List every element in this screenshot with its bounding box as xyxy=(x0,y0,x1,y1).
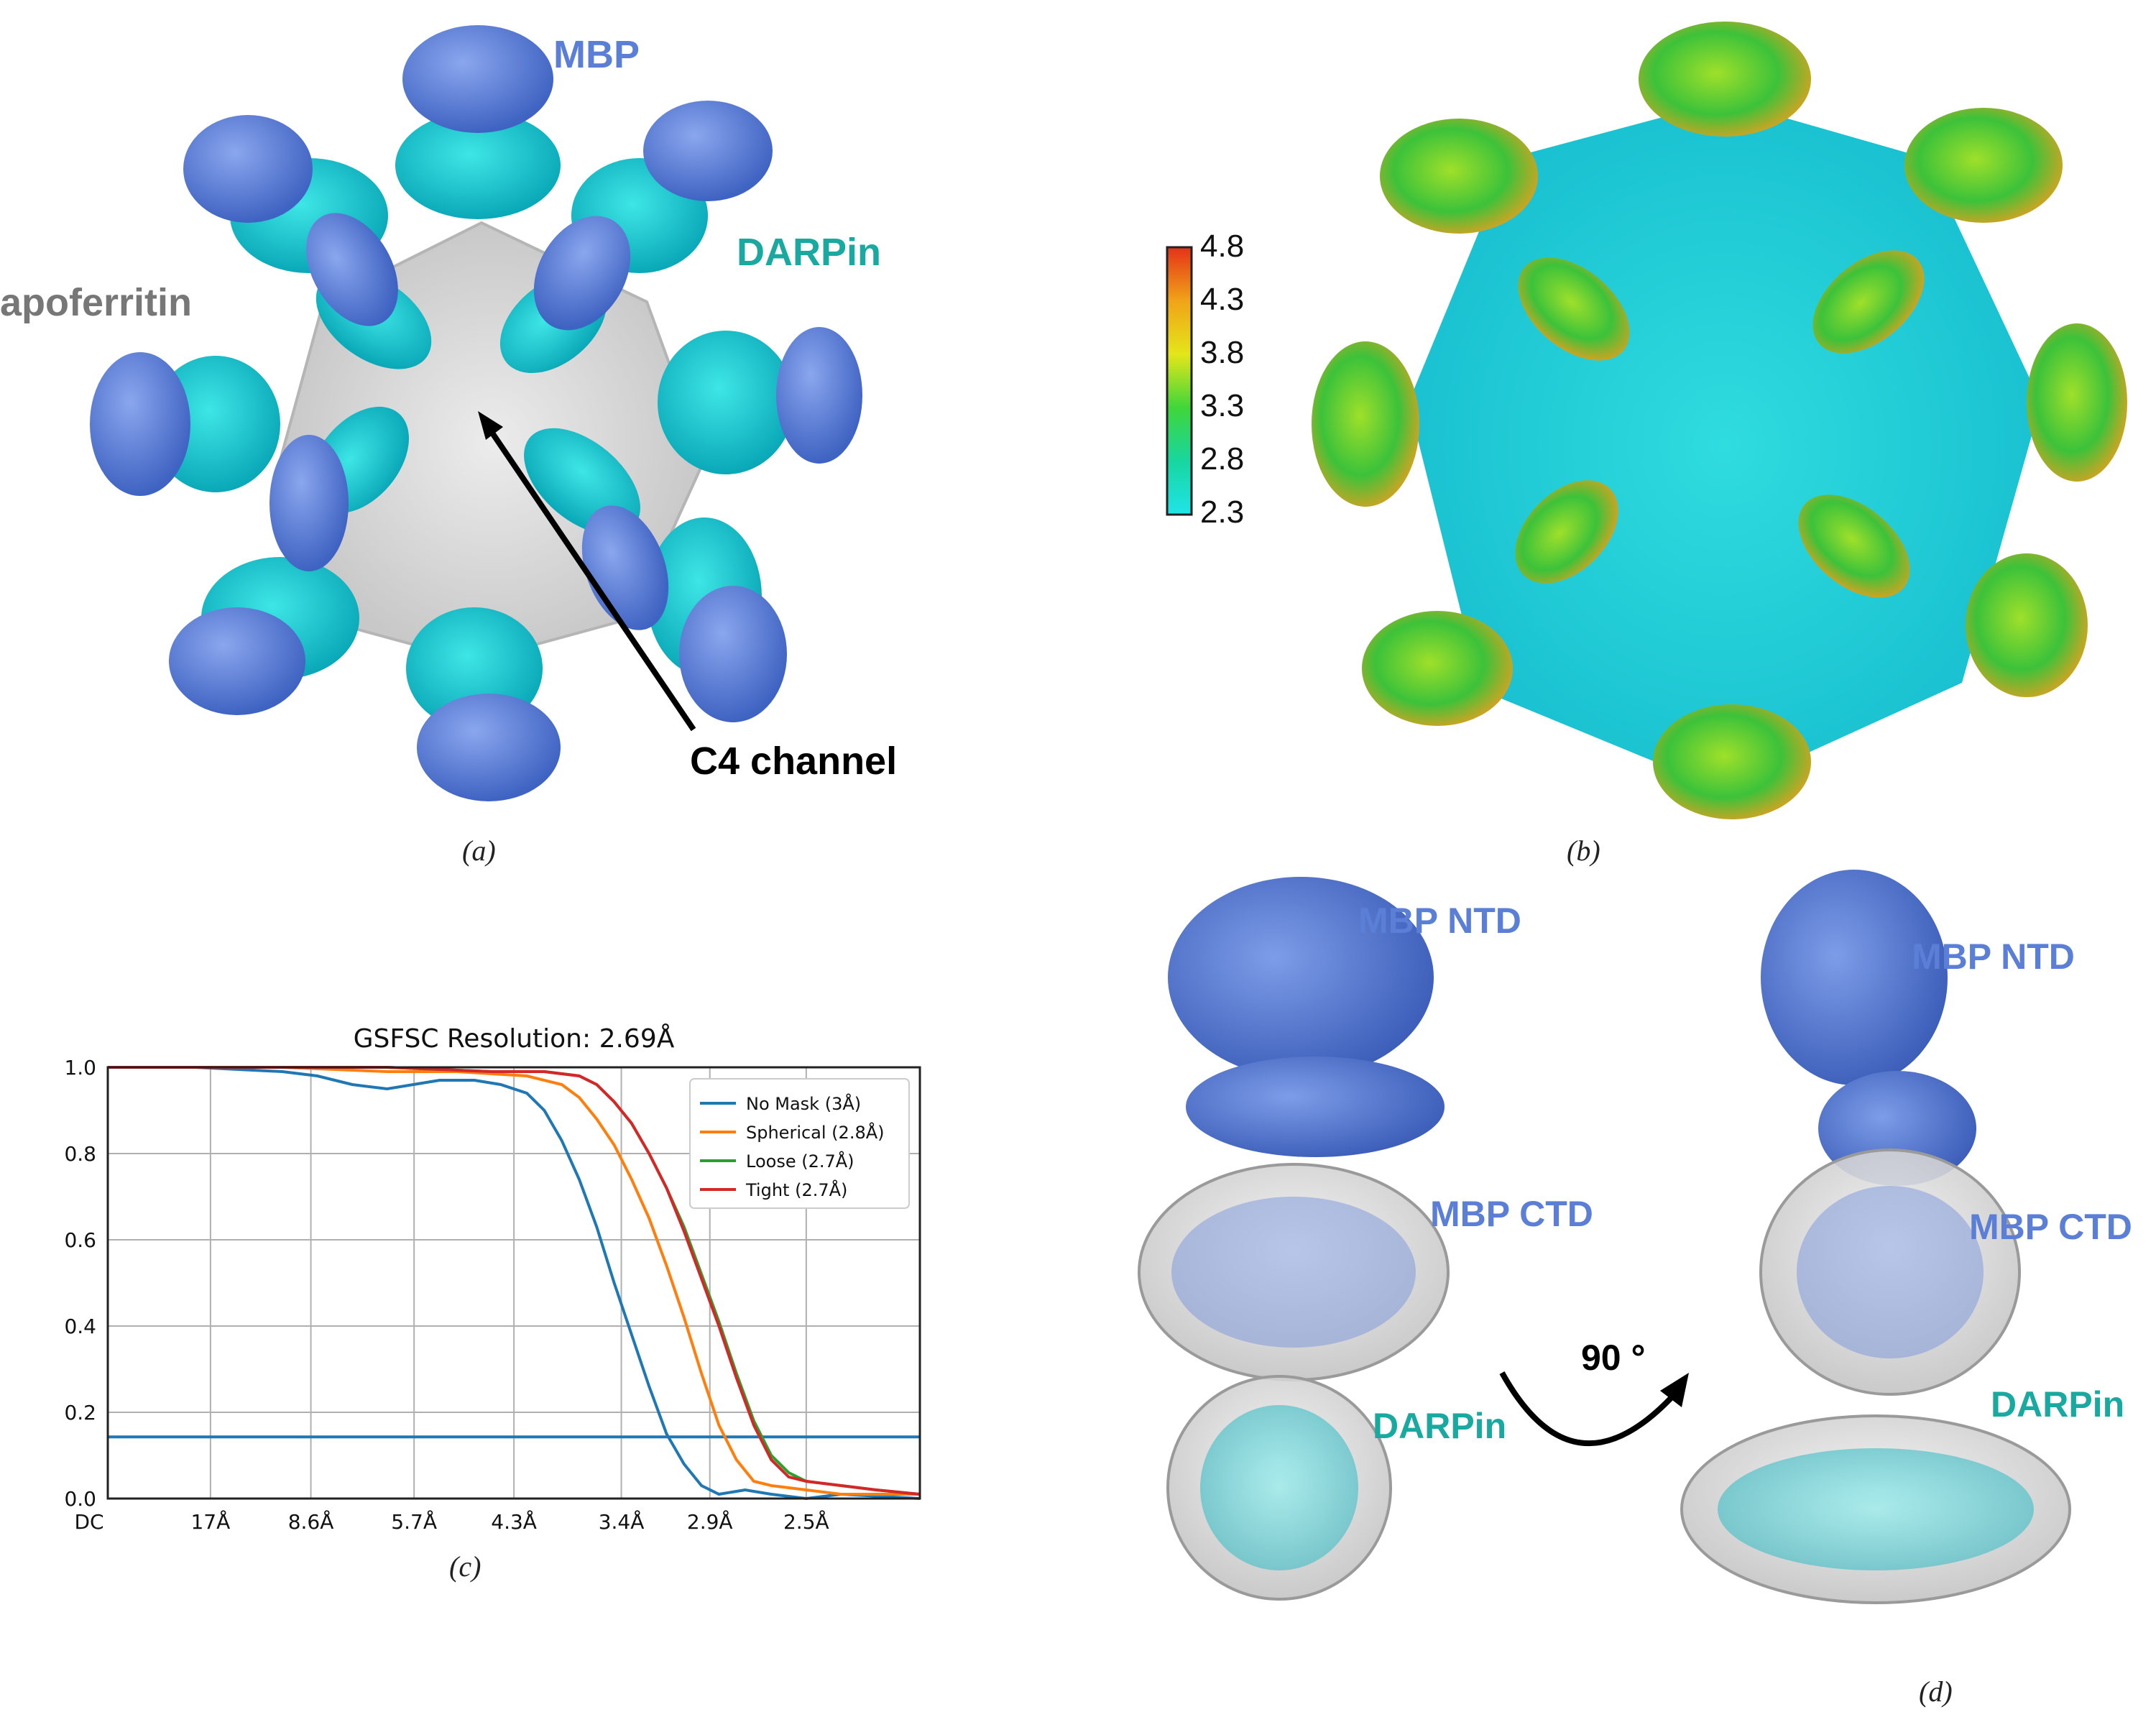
x-tick-label: 17Å xyxy=(190,1509,230,1534)
mbp-blobs xyxy=(90,25,862,801)
y-tick-label: 0.6 xyxy=(64,1228,96,1252)
y-tick-label: 0.2 xyxy=(64,1401,96,1425)
x-tick-label: 2.5Å xyxy=(783,1509,829,1534)
fsc-series-line xyxy=(108,1066,921,1496)
fsc-chart: GSFSC Resolution: 2.69Å DC 17Å 8.6Å 5.7Å 4.3Å… xyxy=(64,1023,921,1534)
panel-d-structures xyxy=(1138,870,2071,1604)
c4-channel-label: C4 channel xyxy=(690,740,898,783)
panel-c: GSFSC Resolution: 2.69Å DC 17Å 8.6Å 5.7Å 4.3Å… xyxy=(0,906,1021,1653)
panel-a: MBP DARPin apoferritin C4 channel (a) xyxy=(0,0,949,867)
apoferritin-label: apoferritin xyxy=(0,281,193,324)
colorbar-ticks: 4.8 4.3 3.8 3.3 2.8 2.3 xyxy=(1200,229,1244,530)
legend-box xyxy=(689,1078,910,1209)
y-tick-label: 0.8 xyxy=(64,1142,96,1166)
panel-d-caption: (d) xyxy=(1919,1675,1953,1708)
mbp-ctd-left-label: MBP CTD xyxy=(1430,1194,1593,1234)
chart-title: GSFSC Resolution: 2.69Å xyxy=(354,1023,675,1054)
peripheral-domains xyxy=(1312,22,2127,819)
panel-b: 4.8 4.3 3.8 3.3 2.8 2.3 xyxy=(1135,0,2156,884)
panel-b-caption: (b) xyxy=(1567,834,1600,867)
y-tick-label: 0.0 xyxy=(64,1487,96,1511)
colorbar-tick: 4.3 xyxy=(1200,282,1245,317)
mbp-label: MBP xyxy=(553,33,640,76)
panel-c-caption: (c) xyxy=(449,1550,482,1583)
x-tick-label: 4.3Å xyxy=(491,1509,537,1534)
rotation-arrow xyxy=(1499,1371,1689,1447)
fsc-series-line xyxy=(108,1066,920,1496)
darpin-right-label: DARPin xyxy=(1991,1384,2125,1425)
colorbar-tick: 2.8 xyxy=(1200,441,1245,477)
panel-b-local-resolution-map xyxy=(1312,22,2127,819)
right-molecule xyxy=(1680,870,2071,1604)
c4-arrow xyxy=(478,411,696,732)
darpin-left-label: DARPin xyxy=(1373,1406,1507,1446)
legend-entry: Spherical (2.8Å) xyxy=(746,1122,885,1143)
panel-d: MBP NTD MBP CTD DARPin MBP NTD MBP CTD D… xyxy=(1056,870,2156,1708)
colorbar-tick: 3.8 xyxy=(1200,335,1245,370)
fsc-series-line xyxy=(108,1066,921,1501)
colorbar-tick: 2.3 xyxy=(1200,494,1245,530)
y-tick-label: 0.4 xyxy=(64,1315,96,1338)
x-tick-label: 2.9Å xyxy=(687,1509,733,1534)
left-molecule xyxy=(1138,877,1450,1601)
mbp-ctd-right-label: MBP CTD xyxy=(1969,1207,2132,1247)
x-tick-label: DC xyxy=(74,1510,103,1534)
legend-entry: Tight (2.7Å) xyxy=(745,1179,847,1200)
x-tick-label: 8.6Å xyxy=(288,1509,334,1534)
colorbar-tick: 3.3 xyxy=(1200,388,1245,423)
legend-entry: No Mask (3Å) xyxy=(746,1093,861,1114)
darpin-label: DARPin xyxy=(737,231,881,274)
mbp-ntd-left-label: MBP NTD xyxy=(1358,901,1521,941)
x-tick-label: 5.7Å xyxy=(391,1509,437,1534)
panel-a-caption: (a) xyxy=(462,834,496,867)
y-tick-label: 1.0 xyxy=(64,1056,96,1080)
legend-entry: Loose (2.7Å) xyxy=(746,1151,854,1172)
panel-a-density-map xyxy=(90,25,862,801)
rotation-label: 90 ° xyxy=(1581,1338,1646,1378)
colorbar-tick: 4.8 xyxy=(1200,229,1245,264)
mbp-ntd-right-label: MBP NTD xyxy=(1912,936,2075,977)
local-resolution-colorbar xyxy=(1166,246,1193,516)
x-tick-label: 3.4Å xyxy=(599,1509,645,1534)
plot-frame xyxy=(106,1066,921,1500)
